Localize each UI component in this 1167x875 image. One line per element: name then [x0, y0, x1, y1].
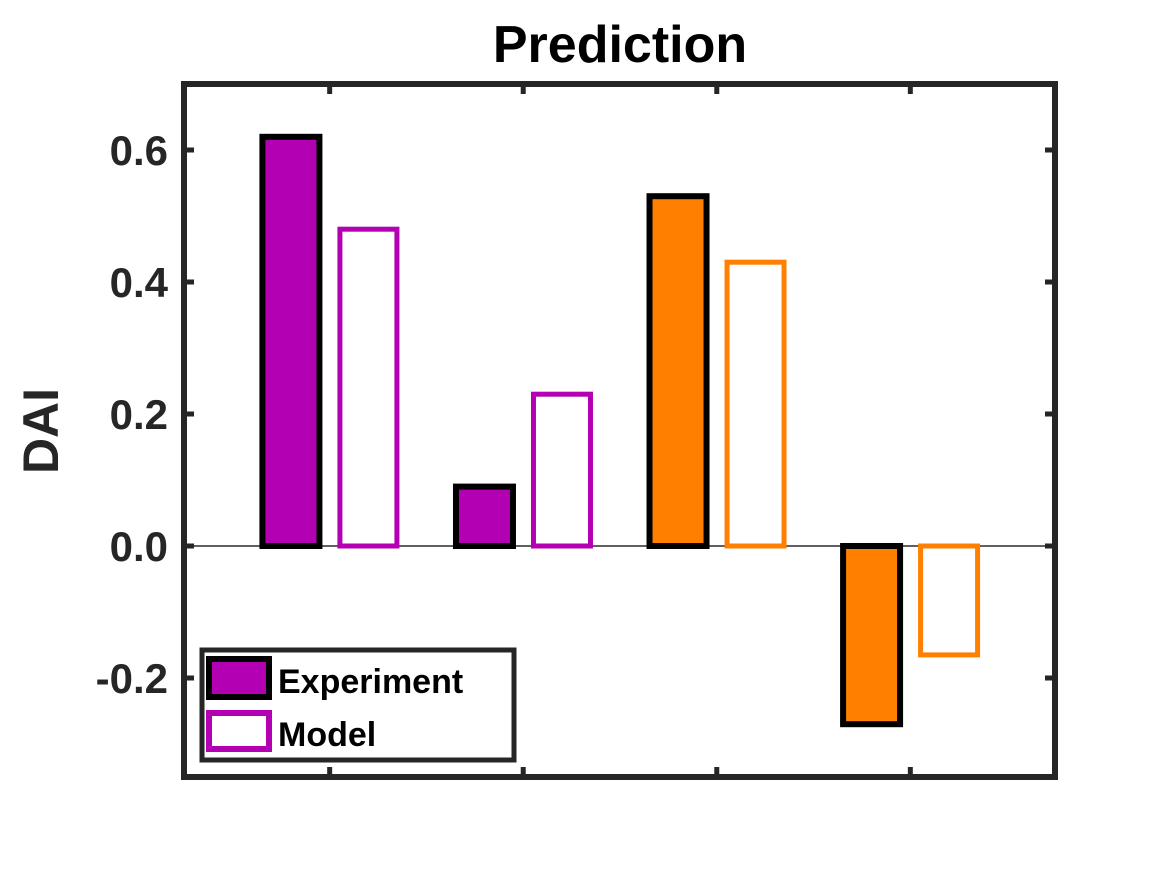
- y-tick-label: -0.2: [96, 655, 168, 702]
- legend-label-experiment: Experiment: [278, 663, 463, 701]
- chart-title: Prediction: [493, 16, 747, 74]
- y-axis-label: DAI: [13, 388, 69, 474]
- legend-label-model: Model: [278, 716, 376, 754]
- legend-swatch-model: [206, 710, 272, 752]
- bar-experiment-2: [452, 483, 516, 550]
- bar-experiment-1: [259, 133, 323, 550]
- ticks-layer: -0.2 0.0 0.2 0.4 0.6: [96, 84, 1055, 777]
- y-tick-label: 0.6: [110, 127, 168, 174]
- bar-model-4: [918, 543, 981, 658]
- bar-model-2: [530, 391, 593, 549]
- axes-box: [181, 81, 1058, 780]
- bar-experiment-3: [646, 193, 710, 549]
- bar-model-3: [724, 259, 787, 549]
- y-tick-label: 0.2: [110, 391, 168, 438]
- y-tick-label: 0.0: [110, 523, 168, 570]
- bars-layer: [259, 133, 981, 728]
- bar-model-1: [337, 226, 400, 549]
- y-tick-label: 0.4: [110, 259, 169, 306]
- legend: Experiment Model: [199, 647, 517, 763]
- legend-swatch-experiment: [206, 656, 272, 700]
- bar-experiment-4: [840, 543, 904, 728]
- axes-layer: [181, 81, 1058, 780]
